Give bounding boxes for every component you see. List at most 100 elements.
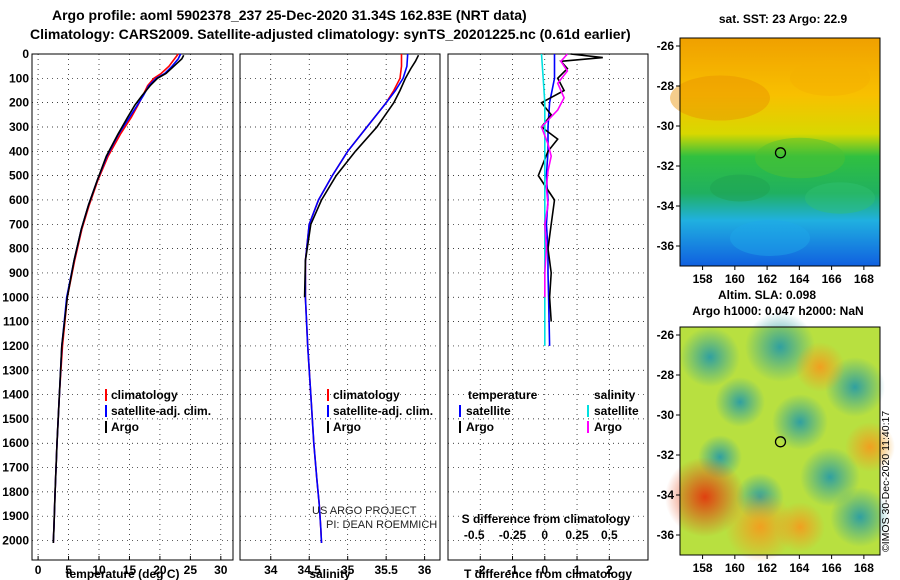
depth-tick-label: 400 <box>9 144 29 158</box>
sst-lon-label: 164 <box>789 272 809 286</box>
salinity-profile-legend-label: climatology <box>333 388 400 402</box>
diff-T-tick-label: 1 <box>574 563 581 577</box>
temperature-profile-xtick-label: 10 <box>92 563 106 577</box>
temperature-profile-frame <box>31 53 234 561</box>
sst-map-field <box>680 38 880 266</box>
temperature-profile-xtick-label: 30 <box>214 563 228 577</box>
sst-map-title: sat. SST: 23 Argo: 22.9 <box>719 12 848 26</box>
sst-lon-label: 166 <box>822 272 842 286</box>
depth-tick-label: 500 <box>9 169 29 183</box>
sla-lat-label: -36 <box>657 528 675 542</box>
depth-tick-label: 1300 <box>2 363 29 377</box>
depth-tick-label: 2000 <box>2 534 29 548</box>
sst-map-texture <box>805 182 875 214</box>
depth-tick-label: 200 <box>9 96 29 110</box>
depth-tick-label: 1100 <box>3 315 29 329</box>
credit-line-1: US ARGO PROJECT <box>312 505 417 517</box>
salinity-profile-xtick-label: 35 <box>341 563 355 577</box>
sla-map-texture <box>775 502 825 552</box>
sla-map-texture <box>715 377 765 427</box>
diff-S-tick-label: 0.25 <box>565 528 589 542</box>
sla-lat-label: -30 <box>657 408 675 422</box>
temperature-profile-legend-label: Argo <box>111 420 139 434</box>
sla-map-texture <box>830 487 890 547</box>
temperature-profile-xlabel: temperature (deg C) <box>65 567 179 580</box>
diff-legend-temp-label: Argo <box>466 420 494 434</box>
sla-lat-label: -26 <box>657 328 675 342</box>
depth-tick-label: 1800 <box>2 485 29 499</box>
sla-map-title-1: Altim. SLA: 0.098 <box>718 288 816 302</box>
sst-lat-label: -28 <box>657 79 675 93</box>
diff-S-tick-label: 0 <box>541 528 548 542</box>
depth-tick-label: 1400 <box>2 388 29 402</box>
temperature-profile-legend-label: satellite-adj. clim. <box>111 404 211 418</box>
diff-legend-temp-label: satellite <box>466 404 511 418</box>
diff-T-tick-label: -1 <box>507 563 518 577</box>
sst-lat-label: -30 <box>657 119 675 133</box>
diff-T-tick-label: -2 <box>475 563 486 577</box>
salinity-profile-frame <box>239 53 441 561</box>
title-line-1: Argo profile: aoml 5902378_237 25-Dec-20… <box>52 7 527 23</box>
sla-map-texture <box>795 342 845 392</box>
diff-xlabel-T: T difference from climatology <box>464 567 632 580</box>
depth-tick-label: 900 <box>9 266 29 280</box>
salinity-profile-series-argo <box>303 54 420 298</box>
temperature-profile-series-argo <box>52 54 185 544</box>
diff-S-tick-label: 0.5 <box>601 528 618 542</box>
depth-tick-label: 0 <box>22 47 29 61</box>
salinity-profile-legend-label: Argo <box>333 420 361 434</box>
sst-lon-label: 168 <box>854 272 874 286</box>
sst-lon-label: 158 <box>693 272 713 286</box>
sla-map-title-2: Argo h1000: 0.047 h2000: NaN <box>692 304 863 318</box>
sla-lon-label: 158 <box>693 561 713 575</box>
depth-tick-label: 1900 <box>2 509 29 523</box>
diff-legend-sal-label: Argo <box>594 420 622 434</box>
diff-S-tick-label: -0.25 <box>499 528 527 542</box>
sst-lat-label: -32 <box>657 159 675 173</box>
depth-tick-label: 1500 <box>2 412 29 426</box>
diff-T-tick-label: 0 <box>541 563 548 577</box>
sla-lat-label: -34 <box>657 488 675 502</box>
credit-line-2: PI: DEAN ROEMMICH <box>326 519 438 531</box>
diff-xlabel-S: S difference from climatology <box>462 512 631 526</box>
sst-lat-label: -36 <box>657 239 675 253</box>
sla-map-texture <box>680 327 740 387</box>
depth-tick-label: 1600 <box>2 436 29 450</box>
sst-map-texture <box>670 75 770 121</box>
diff-legend-sal-header: salinity <box>594 388 636 402</box>
title-line-2: Climatology: CARS2009. Satellite-adjuste… <box>30 26 631 42</box>
depth-tick-label: 600 <box>9 193 29 207</box>
sla-lat-label: -28 <box>657 368 675 382</box>
salinity-profile-xlabel: salinity <box>309 567 351 580</box>
temperature-profile-xtick-label: 5 <box>65 563 72 577</box>
salinity-profile-legend-label: satellite-adj. clim. <box>333 404 433 418</box>
sst-map-texture <box>730 220 810 256</box>
sla-lon-label: 162 <box>757 561 777 575</box>
sst-lon-label: 162 <box>757 272 777 286</box>
sla-lat-label: -32 <box>657 448 675 462</box>
salinity-profile-xtick-label: 36 <box>418 563 432 577</box>
sst-argo-location-marker <box>774 147 787 159</box>
sla-map-frame <box>679 326 881 556</box>
sst-map-frame <box>679 37 881 267</box>
diff-T-tick-label: 2 <box>606 563 613 577</box>
sst-lat-label: -26 <box>657 39 675 53</box>
difference-profile-series-temperature-argo <box>537 53 603 322</box>
depth-tick-label: 1000 <box>2 290 29 304</box>
sla-map-texture <box>725 492 795 562</box>
diff-legend-sal-label: satellite <box>594 404 639 418</box>
depth-tick-label: 1700 <box>2 461 29 475</box>
salinity-profile-xtick-label: 35.5 <box>374 563 398 577</box>
temperature-profile-xtick-label: 20 <box>153 563 167 577</box>
depth-tick-label: 800 <box>9 242 29 256</box>
sst-map-texture <box>790 60 870 96</box>
imos-stamp: ©IMOS 30-Dec-2020 11:40:17 <box>880 410 892 552</box>
depth-tick-label: 100 <box>9 71 29 85</box>
sla-map-texture <box>772 394 828 450</box>
sla-lon-label: 166 <box>822 561 842 575</box>
sst-map-texture <box>755 137 845 179</box>
depth-tick-label: 700 <box>9 217 29 231</box>
sla-lon-label: 160 <box>725 561 745 575</box>
salinity-profile-xtick-label: 34.5 <box>298 563 322 577</box>
